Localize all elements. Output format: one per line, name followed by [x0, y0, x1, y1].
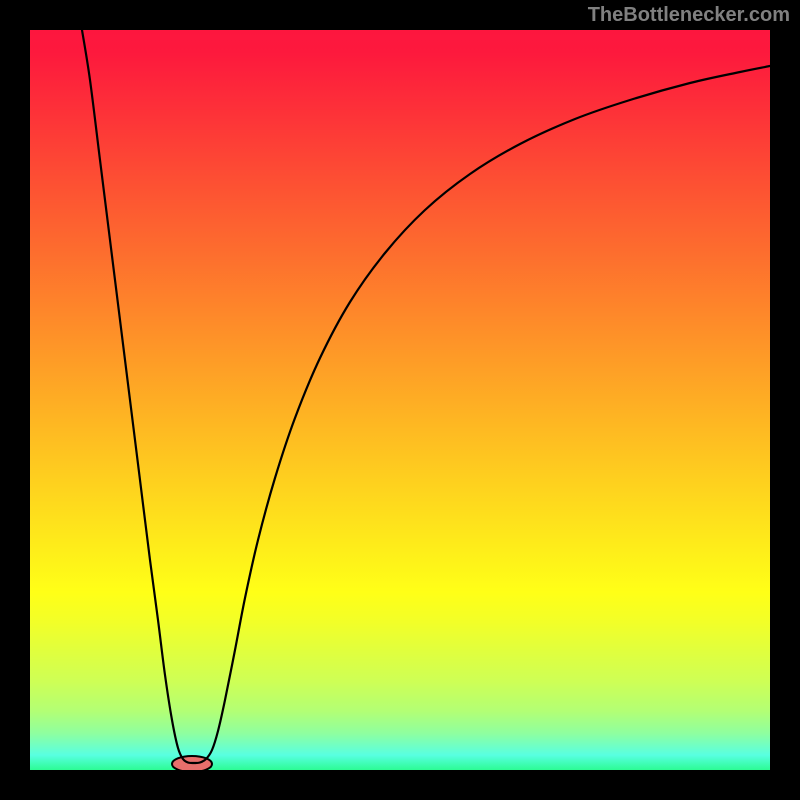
- bottleneck-chart: TheBottlenecker.com: [0, 0, 800, 800]
- watermark-label: TheBottlenecker.com: [588, 4, 790, 27]
- chart-svg: [0, 0, 800, 800]
- chart-gradient-bg: [30, 30, 770, 770]
